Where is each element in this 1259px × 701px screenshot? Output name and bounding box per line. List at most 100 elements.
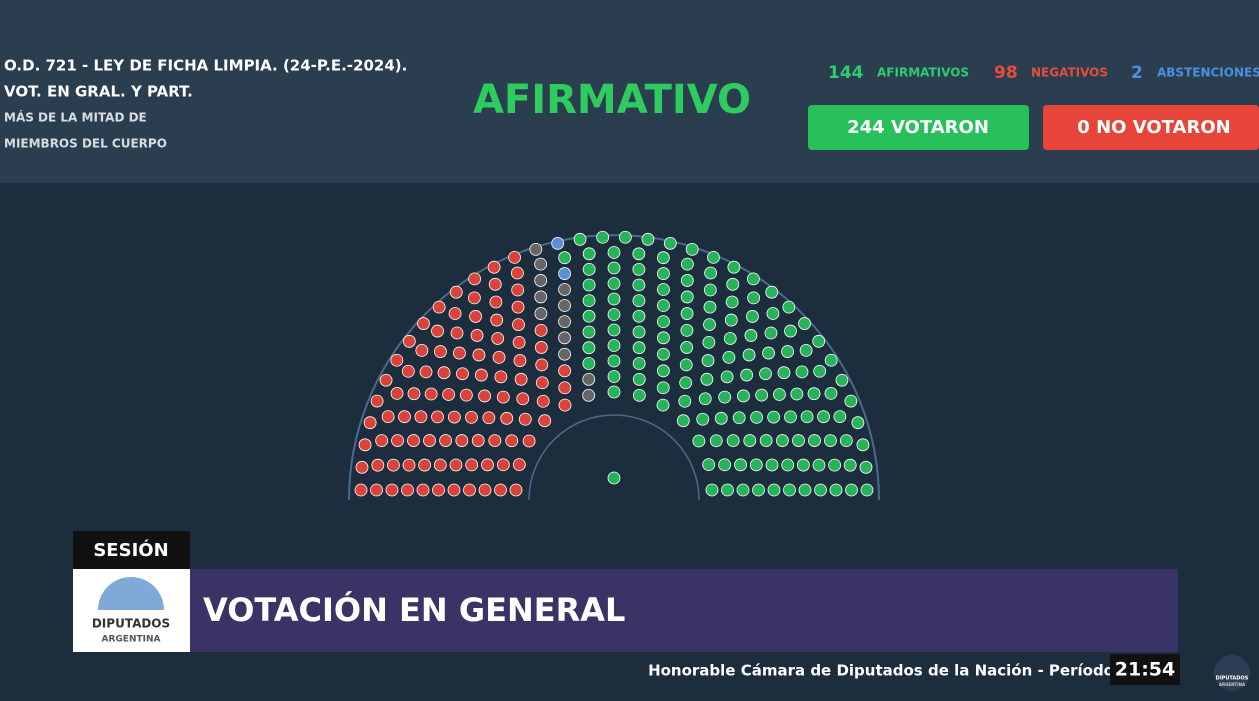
- seat: [724, 313, 738, 327]
- seat: [481, 458, 494, 472]
- seat: [582, 309, 596, 323]
- result: AFIRMATIVO: [473, 77, 751, 123]
- seat: [390, 387, 404, 400]
- seat: [764, 326, 778, 340]
- seat: [509, 483, 523, 497]
- seat: [534, 323, 548, 337]
- seat: [632, 262, 646, 276]
- seat: [459, 388, 473, 402]
- seat: [424, 387, 438, 401]
- seat: [471, 434, 485, 447]
- seat: [416, 483, 430, 497]
- hemicycle: [348, 230, 880, 501]
- seat: [814, 483, 827, 497]
- seat: [742, 348, 756, 362]
- corner-logo: [1214, 655, 1250, 691]
- seat: [508, 250, 521, 264]
- seat: [680, 274, 694, 287]
- seat: [657, 299, 670, 312]
- corner-logo-text: DIPUTADOS: [1216, 676, 1249, 682]
- seat: [488, 434, 502, 448]
- seat: [860, 483, 874, 497]
- seat: [607, 261, 621, 275]
- seat: [663, 236, 677, 250]
- seat: [632, 341, 646, 355]
- seat: [782, 300, 796, 314]
- seat: [370, 394, 384, 408]
- seat: [558, 267, 572, 280]
- seat: [472, 348, 486, 362]
- seat: [657, 283, 670, 296]
- clock: 21:54: [1115, 659, 1175, 681]
- seat: [856, 438, 870, 452]
- seat: [736, 483, 750, 497]
- seat: [781, 458, 795, 472]
- seat: [407, 434, 420, 447]
- seat: [431, 324, 444, 338]
- seat: [417, 317, 430, 330]
- seat: [514, 372, 528, 386]
- seat: [721, 483, 734, 497]
- seat: [607, 308, 621, 321]
- logo-text: ARGENTINA: [102, 635, 161, 645]
- seat: [518, 412, 532, 426]
- tag: SESIÓN: [93, 539, 168, 561]
- seat: [607, 354, 621, 368]
- seat: [656, 398, 670, 412]
- seat: [391, 434, 404, 448]
- seat: [641, 232, 655, 246]
- seat: [632, 357, 646, 370]
- segment-title: VOTACIÓN EN GENERAL: [203, 590, 625, 629]
- seat: [505, 434, 519, 448]
- seat: [447, 410, 461, 424]
- seat: [843, 458, 857, 472]
- seat: [513, 354, 527, 367]
- seat: [732, 411, 746, 425]
- seat: [478, 389, 491, 403]
- seat: [381, 410, 395, 424]
- no-votaron: 0 NO VOTARON: [1077, 117, 1230, 138]
- seat: [607, 277, 621, 290]
- clock-box: [1110, 654, 1180, 685]
- seat: [558, 381, 572, 395]
- seat: [656, 381, 670, 395]
- seat: [439, 434, 453, 447]
- seat: [535, 376, 549, 390]
- seat: [402, 334, 416, 348]
- seat: [705, 483, 719, 497]
- seat: [415, 344, 429, 357]
- seat: [746, 272, 760, 286]
- seat: [607, 370, 621, 383]
- seat: [656, 364, 670, 378]
- seat: [680, 341, 694, 354]
- seat: [534, 290, 548, 304]
- seat: [755, 388, 769, 402]
- seat: [632, 309, 646, 323]
- seat: [573, 232, 587, 246]
- seat: [558, 364, 572, 378]
- seat: [762, 346, 775, 360]
- seat: [632, 325, 646, 339]
- seat: [824, 387, 838, 400]
- seat: [767, 410, 781, 424]
- seat: [512, 318, 525, 331]
- seat: [358, 438, 372, 452]
- seat: [657, 315, 670, 329]
- seat: [371, 458, 385, 472]
- seat: [824, 434, 837, 448]
- seat: [558, 347, 571, 361]
- seat: [812, 334, 826, 348]
- seat: [398, 410, 411, 424]
- seat: [784, 324, 797, 338]
- seat: [835, 373, 849, 387]
- seat: [790, 387, 804, 401]
- seat: [812, 458, 826, 472]
- seat: [759, 367, 772, 381]
- seat: [442, 388, 455, 401]
- seat: [582, 247, 596, 261]
- seat: [702, 458, 716, 472]
- seat: [434, 345, 447, 358]
- seat: [463, 483, 476, 497]
- seat: [696, 412, 710, 426]
- seat: [657, 347, 670, 361]
